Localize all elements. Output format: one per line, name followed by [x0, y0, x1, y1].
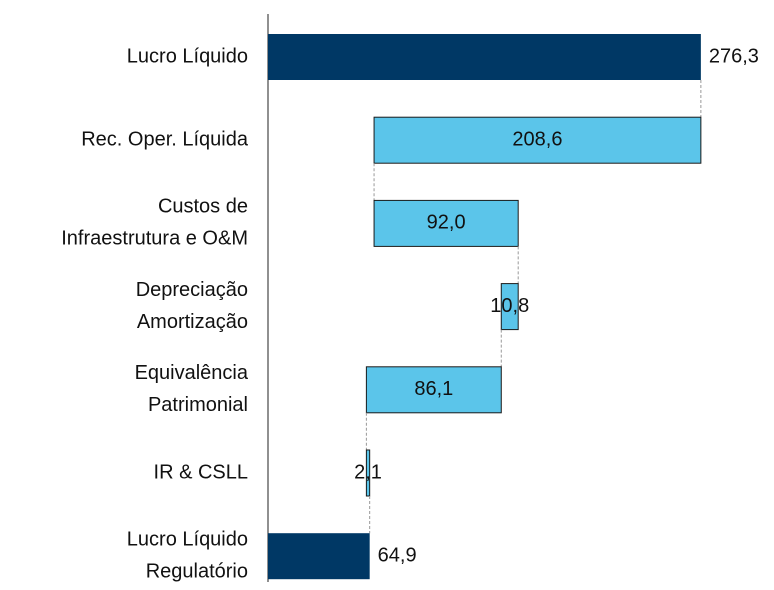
y-tick-label: Lucro Líquido: [127, 45, 248, 67]
bar: [500, 283, 519, 331]
value-label: 276,3: [709, 45, 759, 67]
value-label: 64,9: [378, 544, 417, 566]
y-tick-label: Regulatório: [146, 560, 248, 582]
bar: [373, 116, 702, 164]
y-tick-label: Lucro Líquido: [127, 528, 248, 550]
value-label: 2,1: [354, 461, 382, 483]
y-tick-label: Equivalência: [135, 362, 249, 384]
bar: [373, 199, 519, 247]
y-tick-label: Custos de: [158, 196, 248, 218]
y-tick-label: Rec. Oper. Líquida: [81, 128, 249, 150]
value-label: 92,0: [427, 212, 466, 234]
y-tick-label: Amortização: [137, 311, 248, 333]
y-tick-label: Depreciação: [136, 279, 248, 301]
bar: [365, 366, 502, 414]
y-tick-label: IR & CSLL: [154, 461, 248, 483]
bar: [365, 449, 371, 497]
value-label: 86,1: [414, 378, 453, 400]
value-label: 208,6: [512, 128, 562, 150]
bar: [268, 34, 701, 80]
y-tick-label: Infraestrutura e O&M: [61, 228, 248, 250]
value-label: 10,8: [490, 295, 529, 317]
y-tick-label: Patrimonial: [148, 394, 248, 416]
bar: [268, 533, 370, 580]
